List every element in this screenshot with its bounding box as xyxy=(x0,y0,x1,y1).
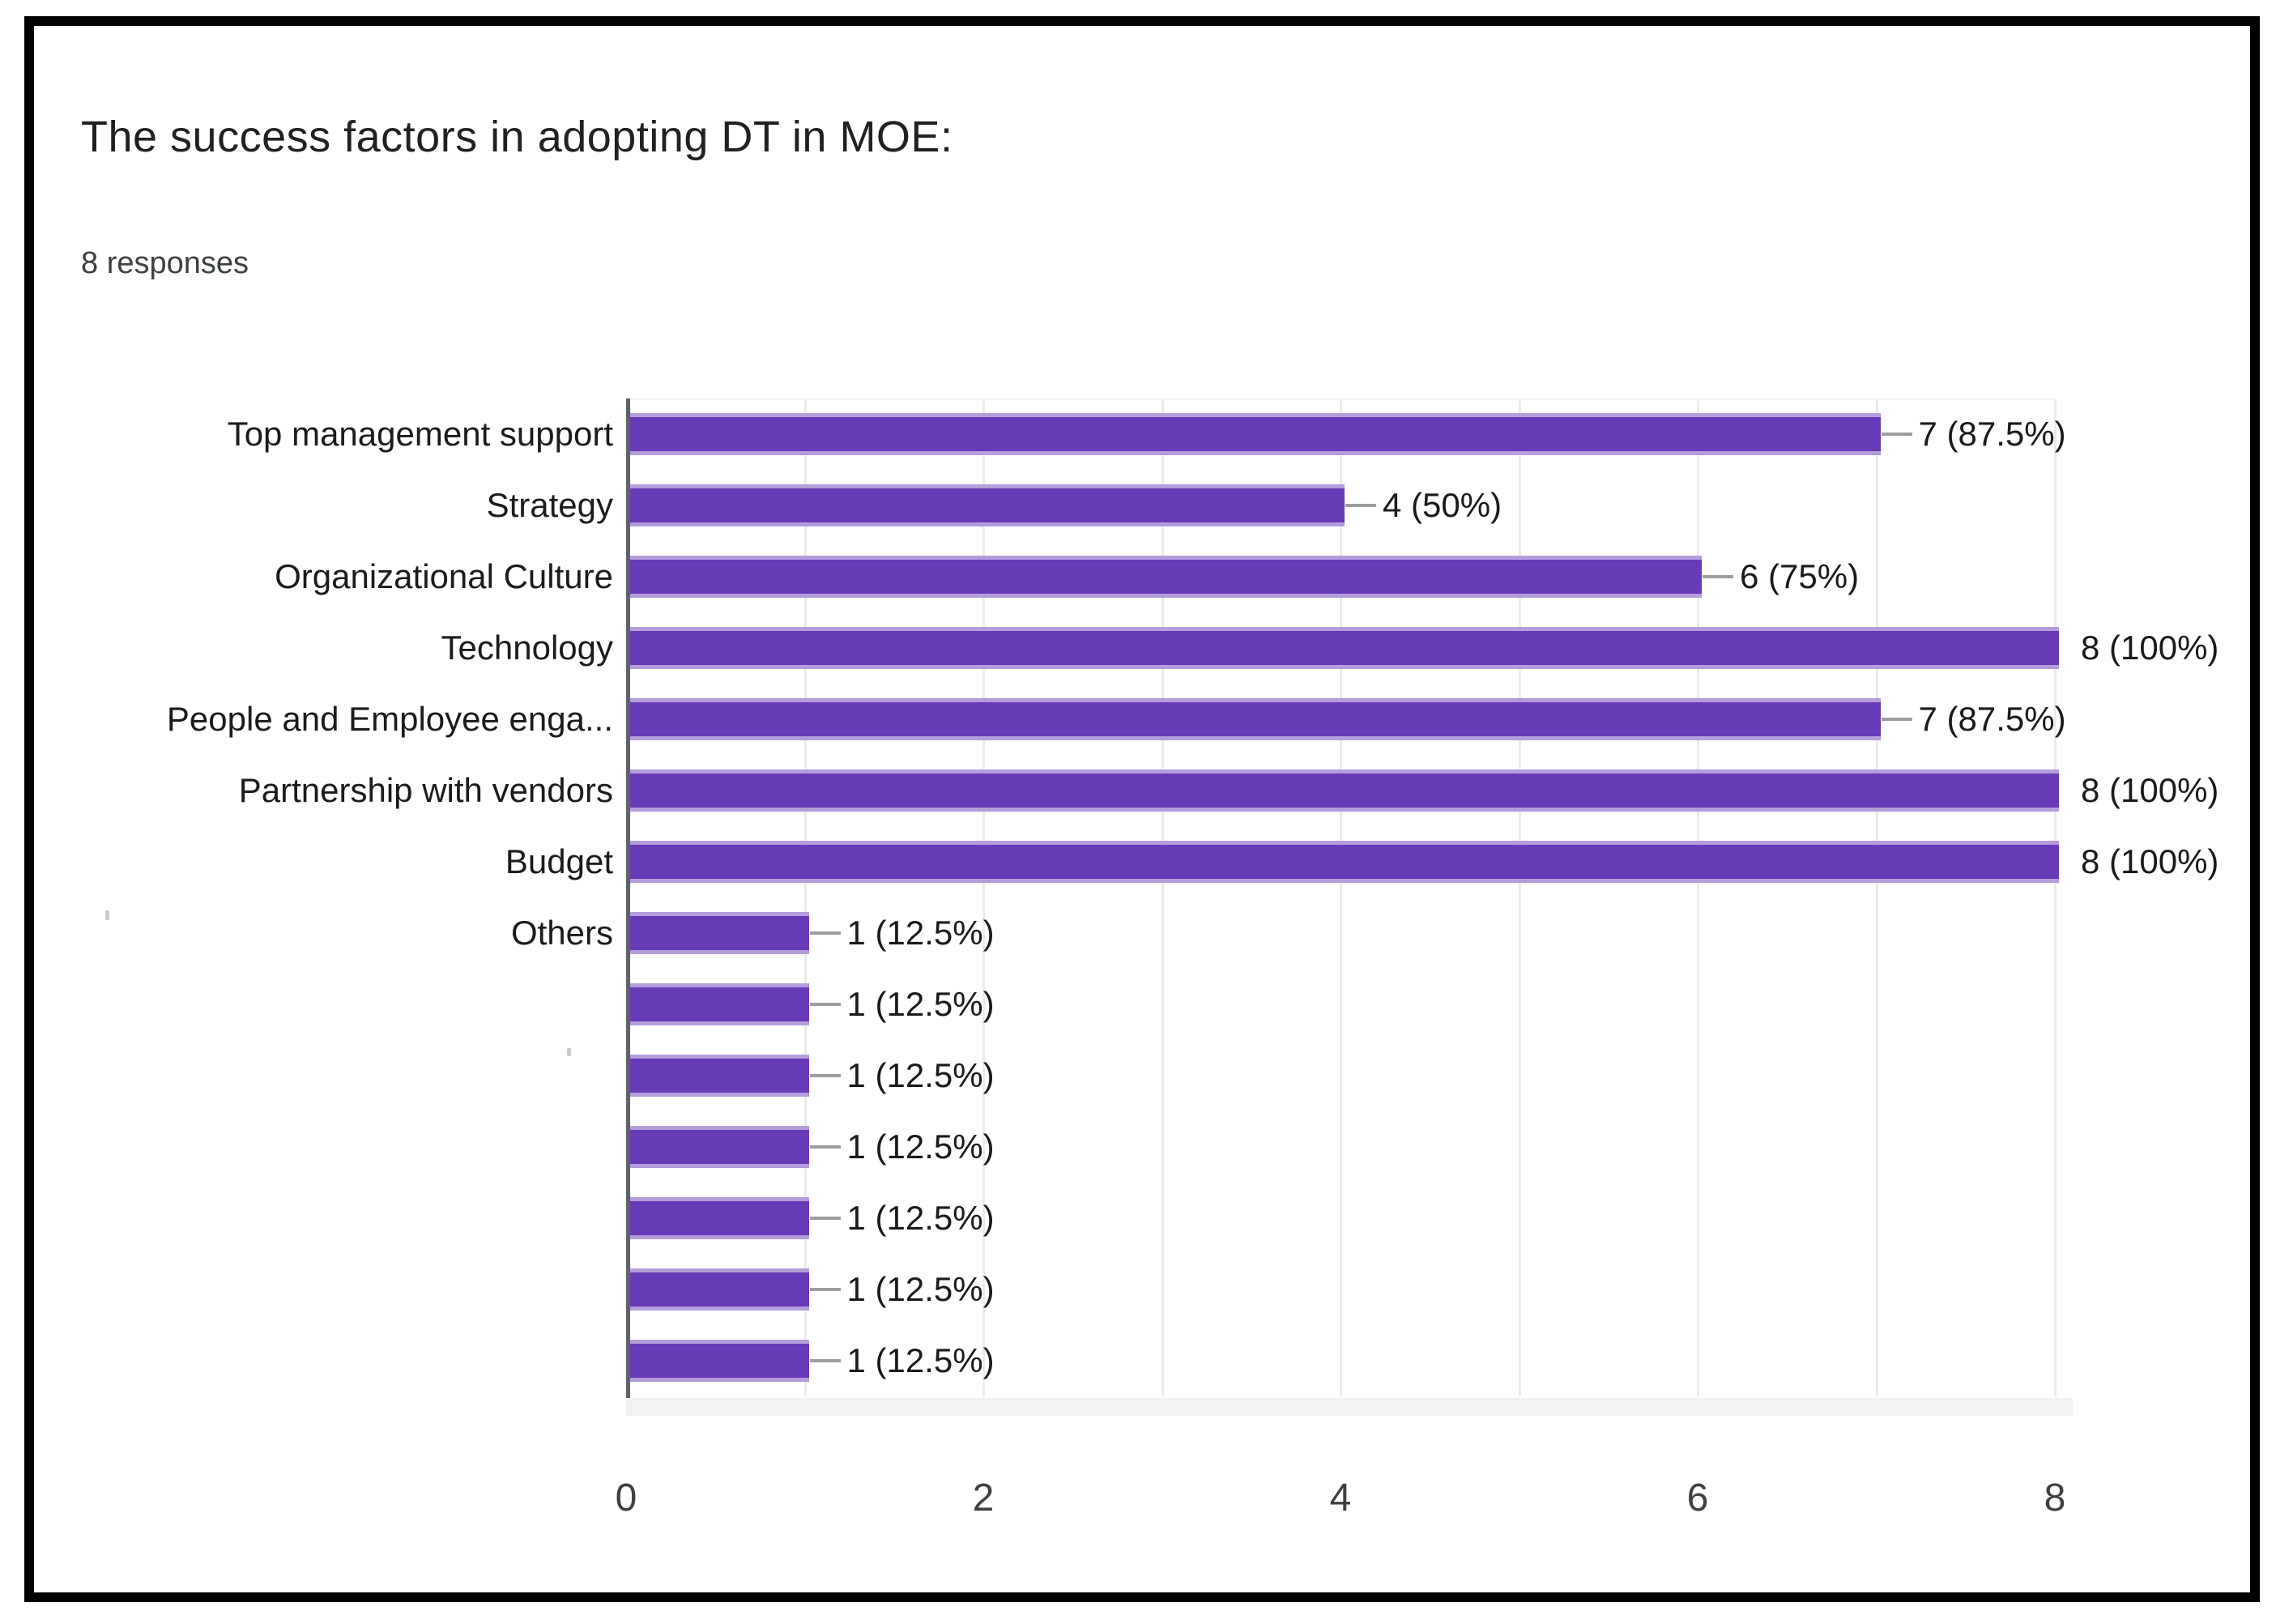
bar xyxy=(630,484,1345,526)
chart-row: People and Employee enga... 7 (87.5%) xyxy=(34,684,2240,755)
leader-line xyxy=(1703,575,1733,578)
bar xyxy=(630,1340,809,1382)
chart-row: 1 (12.5%) xyxy=(34,1111,2240,1183)
chart-row: 1 (12.5%) xyxy=(34,1254,2240,1325)
category-label: Strategy xyxy=(486,486,613,524)
chart-title: The success factors in adopting DT in MO… xyxy=(81,113,953,161)
chart-row: Strategy 4 (50%) xyxy=(34,470,2240,541)
bar xyxy=(630,841,2059,883)
leader-line xyxy=(809,1359,841,1362)
bar-chart: Top management support 7 (87.5%) Strategy 4… xyxy=(34,399,2240,1520)
leader-line xyxy=(809,1145,841,1149)
chart-row: 1 (12.5%) xyxy=(34,1040,2240,1111)
chart-row: Technology 8 (100%) xyxy=(34,612,2240,684)
bar xyxy=(630,413,1881,455)
bar xyxy=(630,627,2059,669)
value-label: 8 (100%) xyxy=(2081,842,2219,880)
y-axis-line xyxy=(626,399,630,1416)
bar-track: 7 (87.5%) xyxy=(628,399,2240,470)
x-tick-label: 2 xyxy=(972,1477,995,1520)
bar-track: 1 (12.5%) xyxy=(628,1040,2240,1111)
chart-row: Organizational Culture 6 (75%) xyxy=(34,541,2240,612)
chart-row: Others 1 (12.5%) xyxy=(34,897,2240,969)
bar xyxy=(630,1268,809,1311)
category-label: Top management support xyxy=(227,415,613,453)
bar xyxy=(630,983,809,1025)
chart-row: 1 (12.5%) xyxy=(34,969,2240,1040)
value-label: 1 (12.5%) xyxy=(846,985,995,1023)
category-label: Organizational Culture xyxy=(275,557,613,595)
chart-row: Top management support 7 (87.5%) xyxy=(34,399,2240,470)
faint-dot-1 xyxy=(105,910,109,920)
chart-row: 1 (12.5%) xyxy=(34,1183,2240,1254)
bar xyxy=(630,698,1881,740)
value-label: 8 (100%) xyxy=(2081,629,2219,667)
page-frame: The success factors in adopting DT in MO… xyxy=(24,16,2260,1602)
bar xyxy=(630,1055,809,1097)
bar-track: 1 (12.5%) xyxy=(628,897,2240,969)
value-label: 6 (75%) xyxy=(1740,557,1860,595)
leader-line xyxy=(809,1003,841,1006)
bar-track: 7 (87.5%) xyxy=(628,684,2240,755)
category-label: Technology xyxy=(441,629,613,667)
x-tick-label: 0 xyxy=(615,1477,637,1520)
chart-row: Partnership with vendors 8 (100%) xyxy=(34,755,2240,826)
bar-track: 8 (100%) xyxy=(628,755,2240,826)
bar-track: 1 (12.5%) xyxy=(628,1183,2240,1254)
bar-track: 1 (12.5%) xyxy=(628,1254,2240,1325)
category-label: Budget xyxy=(505,842,613,880)
value-label: 7 (87.5%) xyxy=(1918,415,2066,453)
bar xyxy=(630,1197,809,1239)
value-label: 8 (100%) xyxy=(2081,771,2219,809)
bar-track: 6 (75%) xyxy=(628,541,2240,612)
value-label: 1 (12.5%) xyxy=(846,1199,995,1237)
leader-line xyxy=(809,931,841,935)
x-axis-ticks: 0 2 4 6 8 xyxy=(616,1476,2066,1532)
leader-line xyxy=(1881,433,1912,436)
chart-row: Budget 8 (100%) xyxy=(34,826,2240,897)
leader-line xyxy=(809,1217,841,1220)
leader-line xyxy=(809,1288,841,1291)
x-tick-label: 6 xyxy=(1686,1477,1709,1520)
value-label: 1 (12.5%) xyxy=(846,1341,995,1379)
x-tick-label: 4 xyxy=(1329,1477,1352,1520)
responses-count: 8 responses xyxy=(81,246,249,280)
value-label: 1 (12.5%) xyxy=(846,1056,995,1094)
bar-track: 8 (100%) xyxy=(628,612,2240,684)
value-label: 7 (87.5%) xyxy=(1918,700,2066,738)
chart-row: 1 (12.5%) xyxy=(34,1325,2240,1396)
leader-line xyxy=(809,1074,841,1077)
value-label: 1 (12.5%) xyxy=(846,914,995,952)
x-axis-baseline-strip xyxy=(626,1398,2073,1416)
value-label: 4 (50%) xyxy=(1383,486,1502,524)
leader-line xyxy=(1881,718,1912,721)
bar-track: 4 (50%) xyxy=(628,470,2240,541)
bar xyxy=(630,769,2059,812)
leader-line xyxy=(1345,504,1376,507)
value-label: 1 (12.5%) xyxy=(846,1127,995,1166)
bar-track: 8 (100%) xyxy=(628,826,2240,897)
faint-dot-2 xyxy=(567,1048,571,1056)
bar-track: 1 (12.5%) xyxy=(628,969,2240,1040)
value-label: 1 (12.5%) xyxy=(846,1270,995,1308)
bar-rows: Top management support 7 (87.5%) Strategy 4… xyxy=(34,399,2240,1396)
category-label: Others xyxy=(510,914,613,952)
bar xyxy=(630,912,809,954)
bar-track: 1 (12.5%) xyxy=(628,1111,2240,1183)
bar xyxy=(630,1126,809,1168)
category-label: Partnership with vendors xyxy=(238,771,613,809)
bar xyxy=(630,556,1702,598)
bar-track: 1 (12.5%) xyxy=(628,1325,2240,1396)
x-tick-label: 8 xyxy=(2044,1477,2066,1520)
category-label: People and Employee enga... xyxy=(166,700,613,738)
